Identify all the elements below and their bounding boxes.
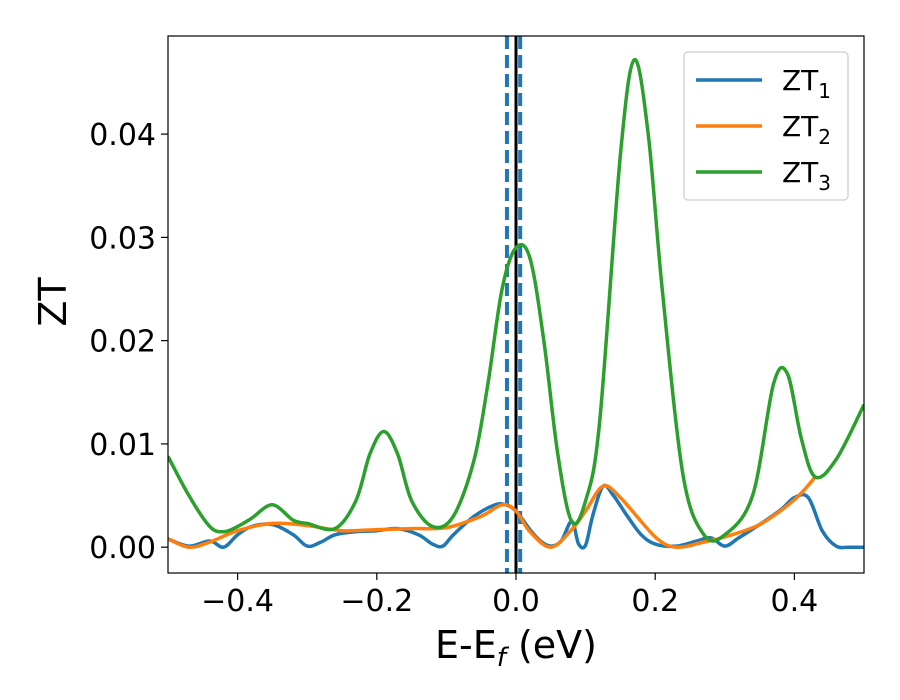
y-tick-label: 0.01 — [89, 428, 156, 463]
x-tick-label: 0.4 — [771, 584, 819, 619]
legend-label-zt2: ZT2 — [782, 110, 831, 149]
x-tick-label: 0.2 — [631, 584, 679, 619]
legend-label-zt1: ZT1 — [782, 64, 831, 103]
legend: ZT1 ZT2 ZT3 — [683, 51, 849, 201]
series-line-zt2 — [168, 475, 817, 550]
legend-box — [683, 51, 849, 201]
y-tick-label: 0.02 — [89, 325, 156, 360]
x-tick-label: −0.4 — [201, 584, 274, 619]
fermi-level-lines — [504, 36, 523, 573]
x-axis: −0.4 −0.2 0.0 0.2 0.4 — [201, 573, 818, 619]
x-tick-label: −0.2 — [340, 584, 413, 619]
y-tick-label: 0.03 — [89, 221, 156, 256]
series-layer — [168, 58, 864, 550]
legend-label-zt3: ZT3 — [782, 156, 831, 195]
x-axis-label-unit: (eV) — [506, 623, 597, 667]
y-tick-label: 0.00 — [89, 531, 156, 566]
y-tick-label: 0.04 — [89, 118, 156, 153]
series-line-zt3 — [168, 58, 864, 543]
x-tick-label: 0.0 — [492, 584, 540, 619]
y-axis: 0.00 0.01 0.02 0.03 0.04 — [89, 118, 168, 566]
x-axis-label-main: E-E — [435, 623, 497, 667]
x-axis-label: E-Ef (eV) — [435, 623, 597, 673]
y-axis-label: ZT — [31, 277, 75, 327]
